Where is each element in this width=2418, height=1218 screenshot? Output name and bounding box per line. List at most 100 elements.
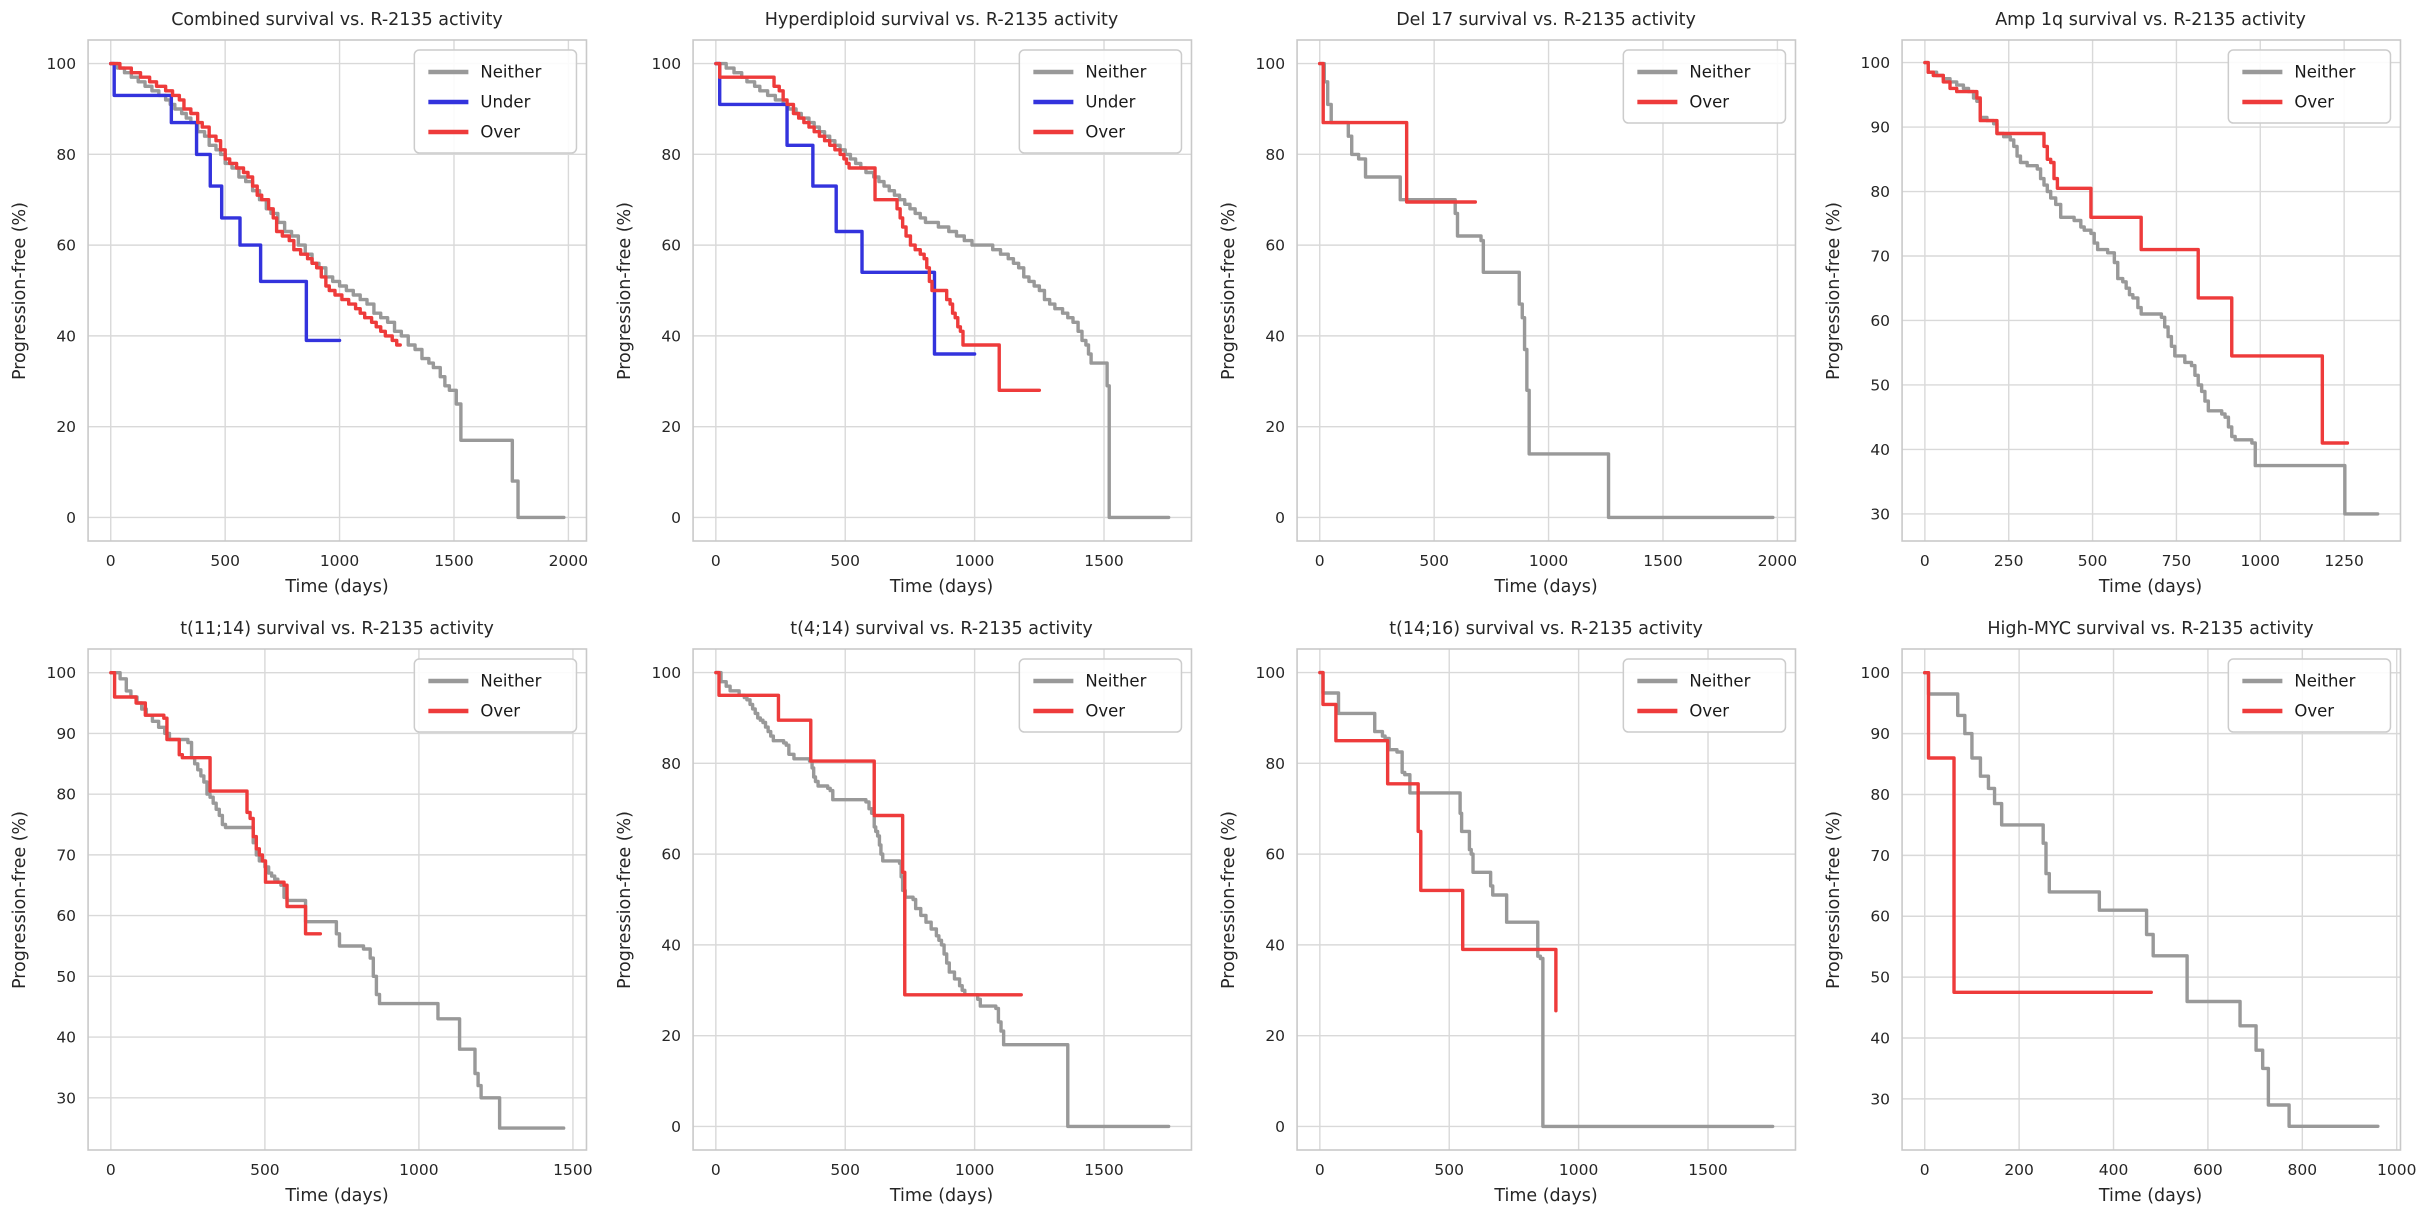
survival-curve-neither xyxy=(713,670,1170,1129)
survival-curve-over xyxy=(109,671,323,936)
x-axis-label: Time (days) xyxy=(889,577,994,597)
y-tick-label: 0 xyxy=(671,509,681,527)
x-tick-label: 1500 xyxy=(1688,1161,1727,1179)
x-tick-label: 1000 xyxy=(2240,552,2279,570)
x-tick-label: 400 xyxy=(2098,1161,2128,1179)
plot-title: Del 17 survival vs. R-2135 activity xyxy=(1396,10,1696,30)
legend-box xyxy=(2227,49,2391,124)
y-tick-label: 80 xyxy=(1265,755,1285,773)
subplot-t4-14: 0 500 1000 1500 0 20 40 60 80 100 Neither Over t(4;… xyxy=(605,609,1210,1218)
y-tick-label: 20 xyxy=(1265,418,1285,436)
y-tick-label: 90 xyxy=(1870,119,1890,137)
y-tick-label: 40 xyxy=(1265,327,1285,345)
subplot-t11-14: 0 500 1000 1500 30 40 50 60 70 80 90 100 Neither Over… xyxy=(0,609,605,1218)
y-tick-label: 70 xyxy=(1870,847,1890,865)
y-tick-label: 90 xyxy=(56,725,76,743)
km-plot-t4-14: 0 500 1000 1500 0 20 40 60 80 100 Neither Over xyxy=(651,648,1192,1179)
legend-box xyxy=(1018,658,1182,733)
y-axis-label: Progression-free (%) xyxy=(1219,201,1239,380)
legend-label-over: Over xyxy=(2294,93,2334,112)
y-axis-label: Progression-free (%) xyxy=(1823,201,1844,380)
survival-curve-neither xyxy=(713,61,1170,520)
x-axis-label: Time (days) xyxy=(285,577,389,597)
legend-label-over: Over xyxy=(1085,702,1125,721)
x-tick-label: 1500 xyxy=(1084,552,1123,570)
survival-curve-neither xyxy=(1922,671,2380,1128)
y-axis-label: Progression-free (%) xyxy=(614,201,635,380)
axes-spines xyxy=(691,39,1192,542)
legend-label-over: Over xyxy=(480,702,520,721)
y-tick-label: 100 xyxy=(46,664,76,682)
y-tick-label: 0 xyxy=(66,509,76,527)
x-tick-label: 500 xyxy=(210,552,240,570)
subplot-del17: 0 500 1000 1500 2000 0 20 40 60 80 100 Neither Over … xyxy=(1209,0,1814,609)
legend-box xyxy=(1622,49,1787,124)
y-tick-label: 20 xyxy=(661,1027,681,1045)
y-tick-label: 60 xyxy=(1870,312,1890,330)
legend-box xyxy=(1622,658,1787,733)
x-axis-label: Time (days) xyxy=(1494,1186,1598,1206)
x-tick-label: 0 xyxy=(1315,552,1325,570)
subplot-hyperdiploid: 0 500 1000 1500 0 20 40 60 80 100 Neither Under Over… xyxy=(605,0,1210,609)
x-tick-label: 2000 xyxy=(549,552,588,570)
x-tick-label: 1250 xyxy=(2324,552,2363,570)
x-tick-label: 1500 xyxy=(553,1161,592,1179)
plot-title: t(4;14) survival vs. R-2135 activity xyxy=(790,619,1093,639)
y-tick-label: 0 xyxy=(1275,509,1285,527)
x-tick-label: 1000 xyxy=(2376,1161,2415,1179)
y-tick-label: 100 xyxy=(46,55,76,73)
x-tick-label: 500 xyxy=(1434,1161,1464,1179)
y-tick-label: 60 xyxy=(661,237,681,255)
x-tick-label: 0 xyxy=(1315,1161,1325,1179)
y-tick-label: 80 xyxy=(56,146,76,164)
y-tick-label: 60 xyxy=(1265,846,1285,864)
y-tick-label: 80 xyxy=(56,786,76,804)
y-tick-label: 20 xyxy=(56,418,76,436)
survival-curve-over xyxy=(108,61,402,347)
y-tick-label: 30 xyxy=(1870,505,1890,523)
y-tick-label: 70 xyxy=(56,846,76,864)
x-tick-label: 0 xyxy=(710,1161,720,1179)
x-tick-label: 1500 xyxy=(434,552,473,570)
legend-label-under: Under xyxy=(480,93,530,112)
plot-title: Hyperdiploid survival vs. R-2135 activit… xyxy=(764,10,1119,30)
x-axis-label: Time (days) xyxy=(1494,577,1598,597)
legend-box xyxy=(2227,658,2391,733)
x-axis-label: Time (days) xyxy=(2098,1186,2203,1206)
y-tick-label: 30 xyxy=(1870,1090,1890,1108)
y-tick-label: 40 xyxy=(1265,936,1285,954)
km-plot-combined: 0 500 1000 1500 2000 0 20 40 60 80 100 Neither Under… xyxy=(46,39,588,570)
km-plot-del17: 0 500 1000 1500 2000 0 20 40 60 80 100 Neither Over xyxy=(1255,39,1797,570)
axes-spines xyxy=(1900,39,2401,542)
legend-label-over: Over xyxy=(1689,702,1729,721)
survival-curve-over xyxy=(1318,670,1558,1013)
y-tick-label: 40 xyxy=(661,936,681,954)
legend-box xyxy=(413,49,578,154)
legend-label-neither: Neither xyxy=(1689,63,1750,82)
legend-label-under: Under xyxy=(1085,93,1135,112)
y-axis-label: Progression-free (%) xyxy=(1823,810,1844,989)
y-tick-label: 60 xyxy=(56,907,76,925)
y-tick-label: 40 xyxy=(56,1029,76,1047)
y-tick-label: 30 xyxy=(56,1089,76,1107)
x-tick-label: 750 xyxy=(2161,552,2191,570)
y-tick-label: 100 xyxy=(1860,54,1890,72)
x-tick-label: 500 xyxy=(250,1161,280,1179)
survival-curve-over xyxy=(1922,60,2349,445)
legend-label-neither: Neither xyxy=(480,63,541,82)
survival-curve-neither xyxy=(1318,670,1775,1129)
x-tick-label: 0 xyxy=(1919,552,1929,570)
plot-title: High-MYC survival vs. R-2135 activity xyxy=(1987,619,2314,639)
x-tick-label: 600 xyxy=(2193,1161,2223,1179)
legend-box xyxy=(1018,49,1182,154)
y-tick-label: 80 xyxy=(661,755,681,773)
y-axis-label: Progression-free (%) xyxy=(1219,810,1239,989)
x-axis-label: Time (days) xyxy=(285,1186,389,1206)
x-tick-label: 500 xyxy=(830,552,860,570)
survival-curve-neither xyxy=(108,61,566,520)
y-tick-label: 80 xyxy=(1870,786,1890,804)
x-tick-label: 800 xyxy=(2287,1161,2317,1179)
y-tick-label: 20 xyxy=(1265,1027,1285,1045)
x-axis-label: Time (days) xyxy=(889,1186,994,1206)
